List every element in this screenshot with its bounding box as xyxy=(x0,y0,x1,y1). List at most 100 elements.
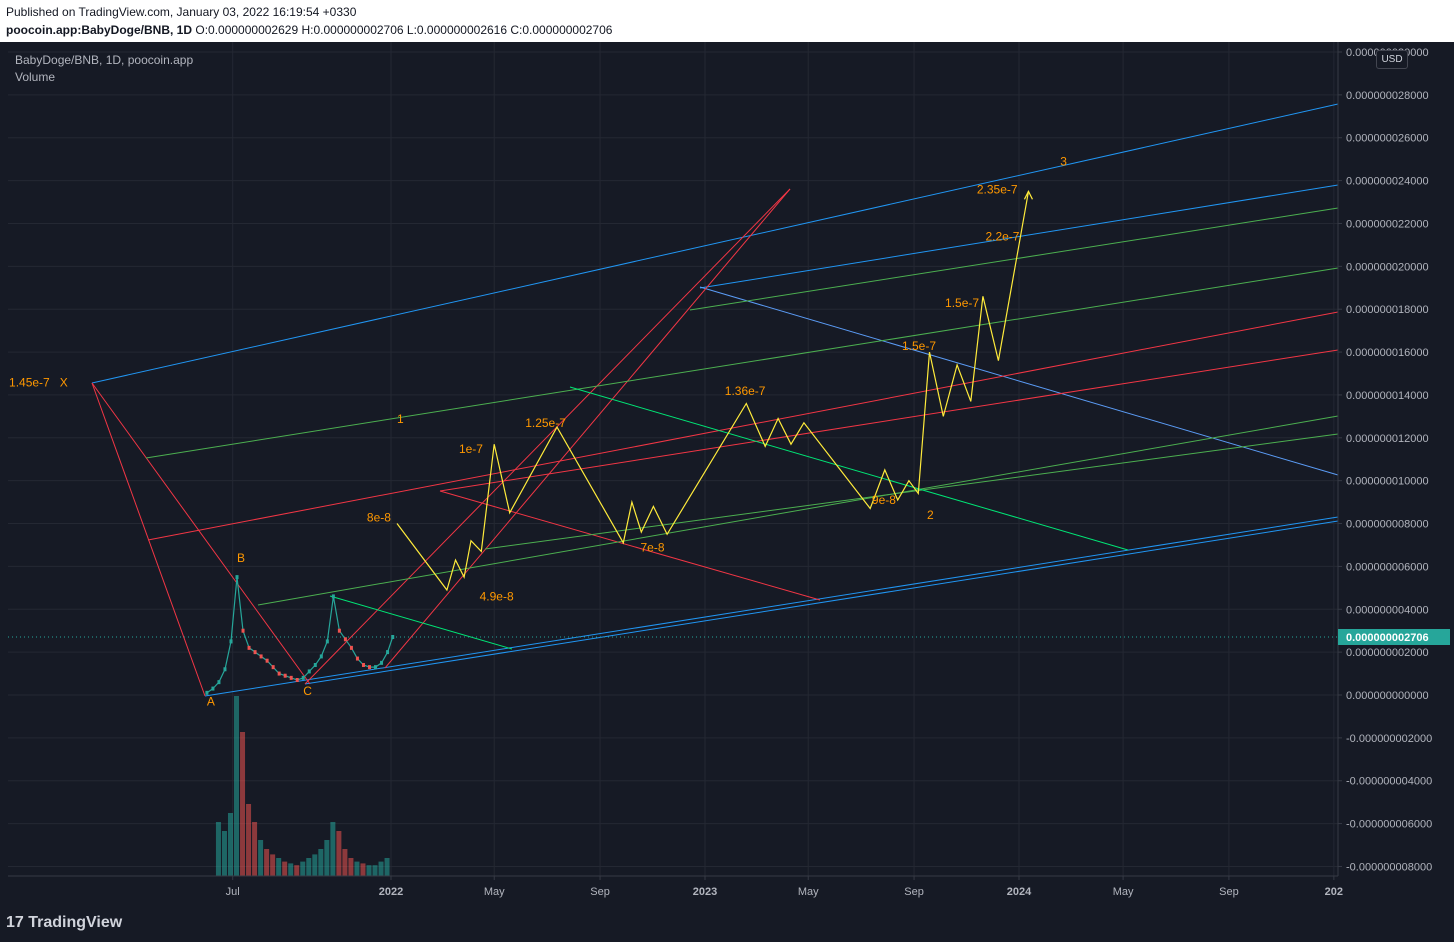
legend-volume: Volume xyxy=(15,70,56,84)
price-tick-label: -0.000000002000 xyxy=(1346,733,1432,745)
volume-bar xyxy=(306,858,312,876)
annotation-label: 1.25e-7 xyxy=(525,416,566,430)
red-median-2[interactable] xyxy=(439,349,1339,492)
yellow-projection-path[interactable] xyxy=(396,189,1033,592)
price-tick-label: 0.000000022000 xyxy=(1346,218,1429,230)
price-tick-label: -0.000000006000 xyxy=(1346,819,1432,831)
green-line-2[interactable] xyxy=(689,207,1339,311)
price-tick-label: -0.000000008000 xyxy=(1346,861,1432,873)
tradingview-logo: 17 TradingView xyxy=(6,914,122,932)
price-candle xyxy=(295,677,299,682)
time-axis-bg[interactable] xyxy=(8,876,1338,907)
time-tick-label: May xyxy=(798,886,819,898)
annotation-label: 2.35e-7 xyxy=(977,182,1018,196)
price-candle xyxy=(205,690,209,695)
chart-svg[interactable]: A B C X 1.45e-7 1 8e-8 1e-7 4.9e-8 1.25e-7 7e-8 1.3… xyxy=(0,0,1454,907)
close-value: 0.000000002706 xyxy=(522,23,613,37)
volume-bar xyxy=(378,861,384,876)
annotation-label: 4.9e-8 xyxy=(480,590,514,604)
projection-path[interactable] xyxy=(396,191,1030,592)
red-median-1[interactable] xyxy=(147,311,1339,541)
volume-bar xyxy=(318,849,324,876)
time-tick-label: 2022 xyxy=(379,886,403,898)
volume-bar xyxy=(384,858,390,876)
blue-diagonal[interactable] xyxy=(699,286,1339,476)
volume-bar xyxy=(348,858,354,876)
blue-channel-b[interactable] xyxy=(699,184,1339,289)
red-down[interactable] xyxy=(439,490,821,601)
price-candle xyxy=(217,680,221,685)
price-candles xyxy=(205,575,395,695)
published-info: Published on TradingView.com, January 03… xyxy=(6,5,357,19)
annotation-label: 1.36e-7 xyxy=(725,384,766,398)
time-tick-label: May xyxy=(1113,886,1134,898)
price-candle xyxy=(223,667,227,672)
price-axis[interactable]: 0.0000000300000.0000000280000.0000000260… xyxy=(1337,42,1454,876)
currency-button[interactable]: USD xyxy=(1376,50,1408,69)
price-candle xyxy=(331,594,335,599)
volume-bar xyxy=(234,696,240,876)
last-price-tag-label: 0.000000002706 xyxy=(1346,632,1429,644)
price-tick-label: 0.000000000000 xyxy=(1346,690,1429,702)
red-up-1[interactable] xyxy=(304,188,791,685)
drawing-tools[interactable] xyxy=(91,103,1339,697)
price-tick-label: 0.000000028000 xyxy=(1346,90,1429,102)
close-label: C: xyxy=(510,23,523,37)
red-up-2[interactable] xyxy=(384,188,791,669)
price-candle xyxy=(259,654,263,659)
ohlc-readout: poocoin.app:BabyDoge/BNB, 1D O:0.0000000… xyxy=(6,23,612,37)
price-tick-label: 0.000000006000 xyxy=(1346,561,1429,573)
price-tick-label: 0.000000026000 xyxy=(1346,133,1429,145)
price-candle xyxy=(265,658,269,663)
green-diag-2[interactable] xyxy=(329,595,513,650)
price-candle xyxy=(386,650,390,655)
green-diag-1[interactable] xyxy=(569,386,1129,551)
blue-channel-lower[interactable] xyxy=(204,516,1339,697)
price-candle xyxy=(289,675,293,680)
blue-channel-upper[interactable] xyxy=(91,103,1339,384)
volume-bar xyxy=(324,840,330,876)
price-tick-label: 0.000000016000 xyxy=(1346,347,1429,359)
green-line-3[interactable] xyxy=(257,415,1339,606)
green-line-1[interactable] xyxy=(145,267,1339,459)
time-axis[interactable]: Jul 2022 May Sep 2023 May Sep 2024 May Sep 202 xyxy=(8,875,1343,907)
price-candle xyxy=(283,673,287,678)
annotation-label: A xyxy=(207,695,215,709)
volume-bar xyxy=(221,831,227,876)
volume-bar xyxy=(264,849,270,876)
price-candle xyxy=(247,645,251,650)
price-candle xyxy=(241,628,245,633)
volume-bar xyxy=(270,854,276,876)
volume-bar xyxy=(288,863,294,876)
volume-bar xyxy=(354,861,360,876)
price-candle xyxy=(313,662,317,667)
volume-bar xyxy=(294,865,300,876)
high-label: H: xyxy=(301,23,314,37)
blue-channel-lower-2[interactable] xyxy=(304,520,1339,685)
price-tick-label: -0.000000004000 xyxy=(1346,776,1432,788)
price-candle xyxy=(307,669,311,674)
green-line-4[interactable] xyxy=(484,433,1339,550)
volume-bar xyxy=(366,865,372,876)
price-candle xyxy=(367,665,371,670)
volume-bar xyxy=(330,822,336,876)
time-tick-label: Sep xyxy=(1219,886,1239,898)
open-label: O: xyxy=(195,23,209,37)
volume-bar xyxy=(252,822,258,876)
tv-logo-mark: 17 xyxy=(6,914,29,931)
annotation-label: 1 xyxy=(397,412,404,426)
volume-bar xyxy=(336,831,342,876)
price-candle xyxy=(301,675,305,680)
red-xc[interactable] xyxy=(91,382,311,685)
time-tick-label: Sep xyxy=(904,886,924,898)
price-tick-label: 0.000000010000 xyxy=(1346,476,1429,488)
high-value: 0.000000002706 xyxy=(313,23,404,37)
price-axis-bg[interactable] xyxy=(1338,42,1454,876)
price-candle xyxy=(235,575,239,580)
tv-logo-text: TradingView xyxy=(28,914,123,931)
volume-bar xyxy=(342,849,348,876)
price-tick-label: 0.000000002000 xyxy=(1346,647,1429,659)
price-tick-label: 0.000000018000 xyxy=(1346,304,1429,316)
annotation-label: 1.5e-7 xyxy=(945,296,979,310)
volume-bar xyxy=(240,732,246,876)
